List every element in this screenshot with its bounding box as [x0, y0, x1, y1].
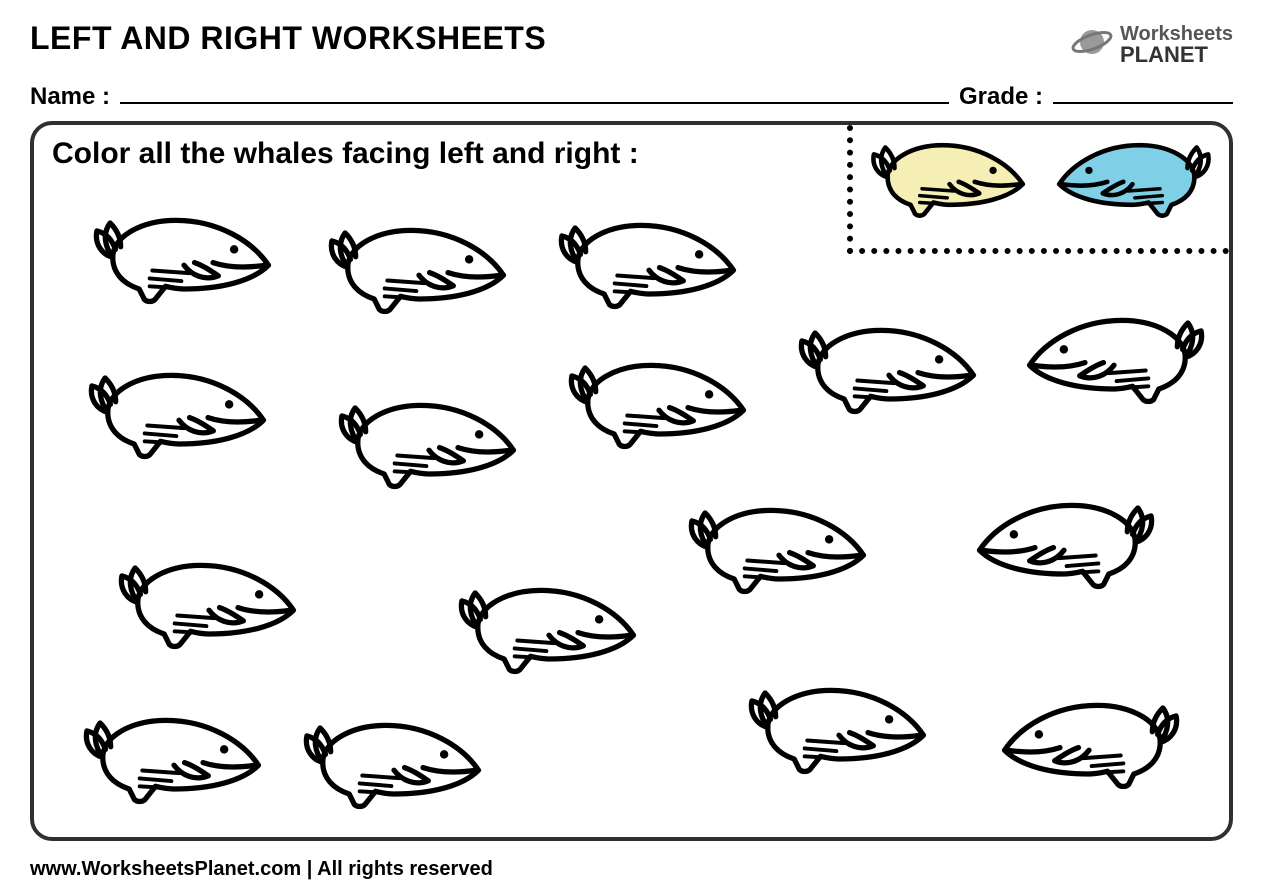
whale-icon[interactable]	[84, 360, 274, 483]
whale-icon[interactable]	[744, 675, 934, 798]
planet-icon	[1070, 20, 1114, 69]
brand-logo: Worksheets PLANET	[1070, 20, 1233, 69]
whale-icon[interactable]	[324, 215, 514, 338]
grade-label: Grade :	[959, 83, 1043, 111]
name-grade-row: Name : Grade :	[30, 83, 1233, 111]
name-input-line[interactable]	[120, 84, 949, 104]
brand-line2: PLANET	[1120, 44, 1233, 66]
whale-icon[interactable]	[299, 710, 489, 833]
activity-panel: Color all the whales facing left and rig…	[30, 121, 1233, 841]
whale-icon[interactable]	[969, 490, 1159, 613]
page-title: LEFT AND RIGHT WORKSHEETS	[30, 20, 546, 57]
whale-icon[interactable]	[89, 205, 279, 328]
whale-icon[interactable]	[334, 390, 524, 513]
whale-icon[interactable]	[1019, 305, 1209, 428]
whale-icon[interactable]	[79, 705, 269, 828]
brand-line1: Worksheets	[1120, 24, 1233, 44]
whale-grid	[34, 175, 1229, 837]
name-label: Name :	[30, 83, 110, 111]
header: LEFT AND RIGHT WORKSHEETS Worksheets PLA…	[30, 20, 1233, 69]
whale-icon[interactable]	[454, 575, 644, 698]
whale-icon[interactable]	[554, 210, 744, 333]
whale-icon[interactable]	[114, 550, 304, 673]
whale-icon[interactable]	[684, 495, 874, 618]
whale-icon[interactable]	[794, 315, 984, 438]
grade-input-line[interactable]	[1053, 84, 1233, 104]
whale-icon[interactable]	[564, 350, 754, 473]
whale-icon[interactable]	[994, 690, 1184, 813]
footer-text: www.WorksheetsPlanet.com | All rights re…	[30, 858, 493, 881]
